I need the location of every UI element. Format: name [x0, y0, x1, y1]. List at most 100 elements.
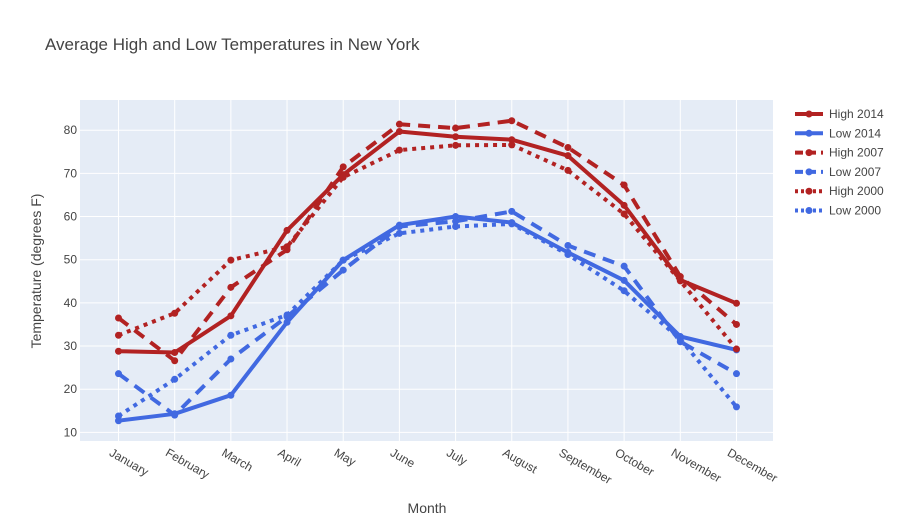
y-tick-label: 10 — [64, 425, 78, 439]
series-lines — [115, 117, 740, 425]
data-point — [620, 262, 628, 270]
x-axis-title: Month — [408, 500, 447, 516]
data-point — [339, 163, 347, 171]
data-point — [508, 141, 516, 149]
y-tick-label: 60 — [64, 210, 78, 224]
legend-marker[interactable] — [805, 129, 813, 137]
x-tick-label: April — [276, 445, 304, 469]
data-point — [508, 117, 516, 125]
legend-label[interactable]: High 2014 — [829, 107, 884, 121]
x-tick-label: October — [613, 445, 657, 478]
data-point — [564, 241, 572, 249]
data-point — [732, 299, 740, 307]
data-point — [620, 201, 628, 209]
y-tick-label: 80 — [64, 123, 78, 137]
x-tick-label: January — [107, 445, 151, 478]
data-point — [564, 143, 572, 151]
legend-marker[interactable] — [805, 110, 813, 118]
data-point — [452, 141, 460, 149]
data-point — [115, 347, 122, 355]
data-point — [115, 331, 122, 339]
data-point — [227, 312, 235, 320]
x-tick-label: May — [332, 445, 359, 468]
x-tick-label: August — [500, 445, 540, 476]
data-point — [395, 128, 403, 136]
data-point — [395, 146, 403, 154]
x-tick-label: July — [444, 445, 469, 468]
data-point — [395, 120, 403, 128]
legend-label[interactable]: High 2000 — [829, 184, 884, 198]
data-point — [171, 375, 179, 383]
data-point — [283, 311, 291, 319]
data-point — [339, 266, 347, 274]
y-tick-label: 20 — [64, 382, 78, 396]
data-point — [676, 277, 684, 285]
data-point — [452, 133, 460, 141]
data-point — [171, 357, 179, 365]
y-tick-labels: 10 20 30 40 50 60 70 80 — [64, 123, 78, 439]
legend-marker[interactable] — [805, 149, 813, 157]
y-tick-label: 50 — [64, 253, 78, 267]
legend-label[interactable]: Low 2000 — [829, 204, 881, 218]
data-point — [115, 412, 122, 420]
data-point — [171, 309, 179, 317]
data-point — [171, 349, 179, 357]
data-point — [564, 152, 572, 160]
data-point — [227, 355, 235, 363]
data-point — [115, 370, 122, 378]
data-point — [283, 226, 291, 234]
legend-marker[interactable] — [805, 168, 813, 176]
y-tick-label: 30 — [64, 339, 78, 353]
x-tick-labels: January February March April May June July Augu… — [107, 445, 780, 486]
x-tick-label: February — [163, 445, 212, 481]
data-point — [508, 136, 516, 144]
legend[interactable]: High 2014 Low 2014 High 2007 Low 2007 High 2… — [795, 107, 884, 218]
data-point — [227, 283, 235, 291]
legend-label[interactable]: High 2007 — [829, 146, 884, 160]
data-point — [171, 411, 179, 419]
series-line — [117, 118, 738, 363]
series-line — [117, 221, 739, 418]
data-point — [227, 331, 235, 339]
data-point — [227, 391, 235, 399]
data-point — [452, 222, 460, 230]
series-line — [118, 214, 737, 423]
y-axis-title: Temperature (degrees F) — [28, 194, 44, 349]
data-point — [395, 229, 403, 237]
data-point — [676, 335, 684, 343]
y-tick-label: 70 — [64, 166, 78, 180]
data-point — [283, 318, 291, 326]
legend-label[interactable]: Low 2014 — [829, 126, 881, 140]
data-point — [339, 173, 347, 181]
x-tick-label: November — [669, 445, 724, 485]
data-point — [732, 370, 740, 378]
y-tick-label: 40 — [64, 296, 78, 310]
x-tick-label: June — [388, 445, 418, 470]
data-point — [283, 243, 291, 251]
data-point — [227, 256, 235, 264]
data-point — [732, 403, 740, 411]
legend-marker[interactable] — [805, 187, 813, 195]
data-point — [620, 181, 628, 189]
data-point — [732, 345, 740, 353]
data-point — [508, 220, 516, 228]
data-point — [395, 222, 403, 230]
data-point — [339, 256, 347, 264]
data-point — [620, 210, 628, 218]
data-point — [620, 276, 628, 284]
x-tick-label: March — [219, 445, 255, 474]
legend-marker[interactable] — [805, 207, 813, 214]
data-point — [564, 166, 572, 174]
data-point — [620, 287, 628, 295]
data-point — [732, 320, 740, 328]
data-point — [115, 314, 122, 322]
data-point — [452, 217, 460, 225]
x-tick-label: December — [725, 445, 780, 485]
legend-label[interactable]: Low 2007 — [829, 165, 881, 179]
series-line — [117, 209, 738, 418]
chart-title: Average High and Low Temperatures in New… — [45, 35, 420, 54]
series-line — [118, 129, 738, 355]
plot-area — [80, 100, 773, 441]
data-point — [452, 124, 460, 132]
